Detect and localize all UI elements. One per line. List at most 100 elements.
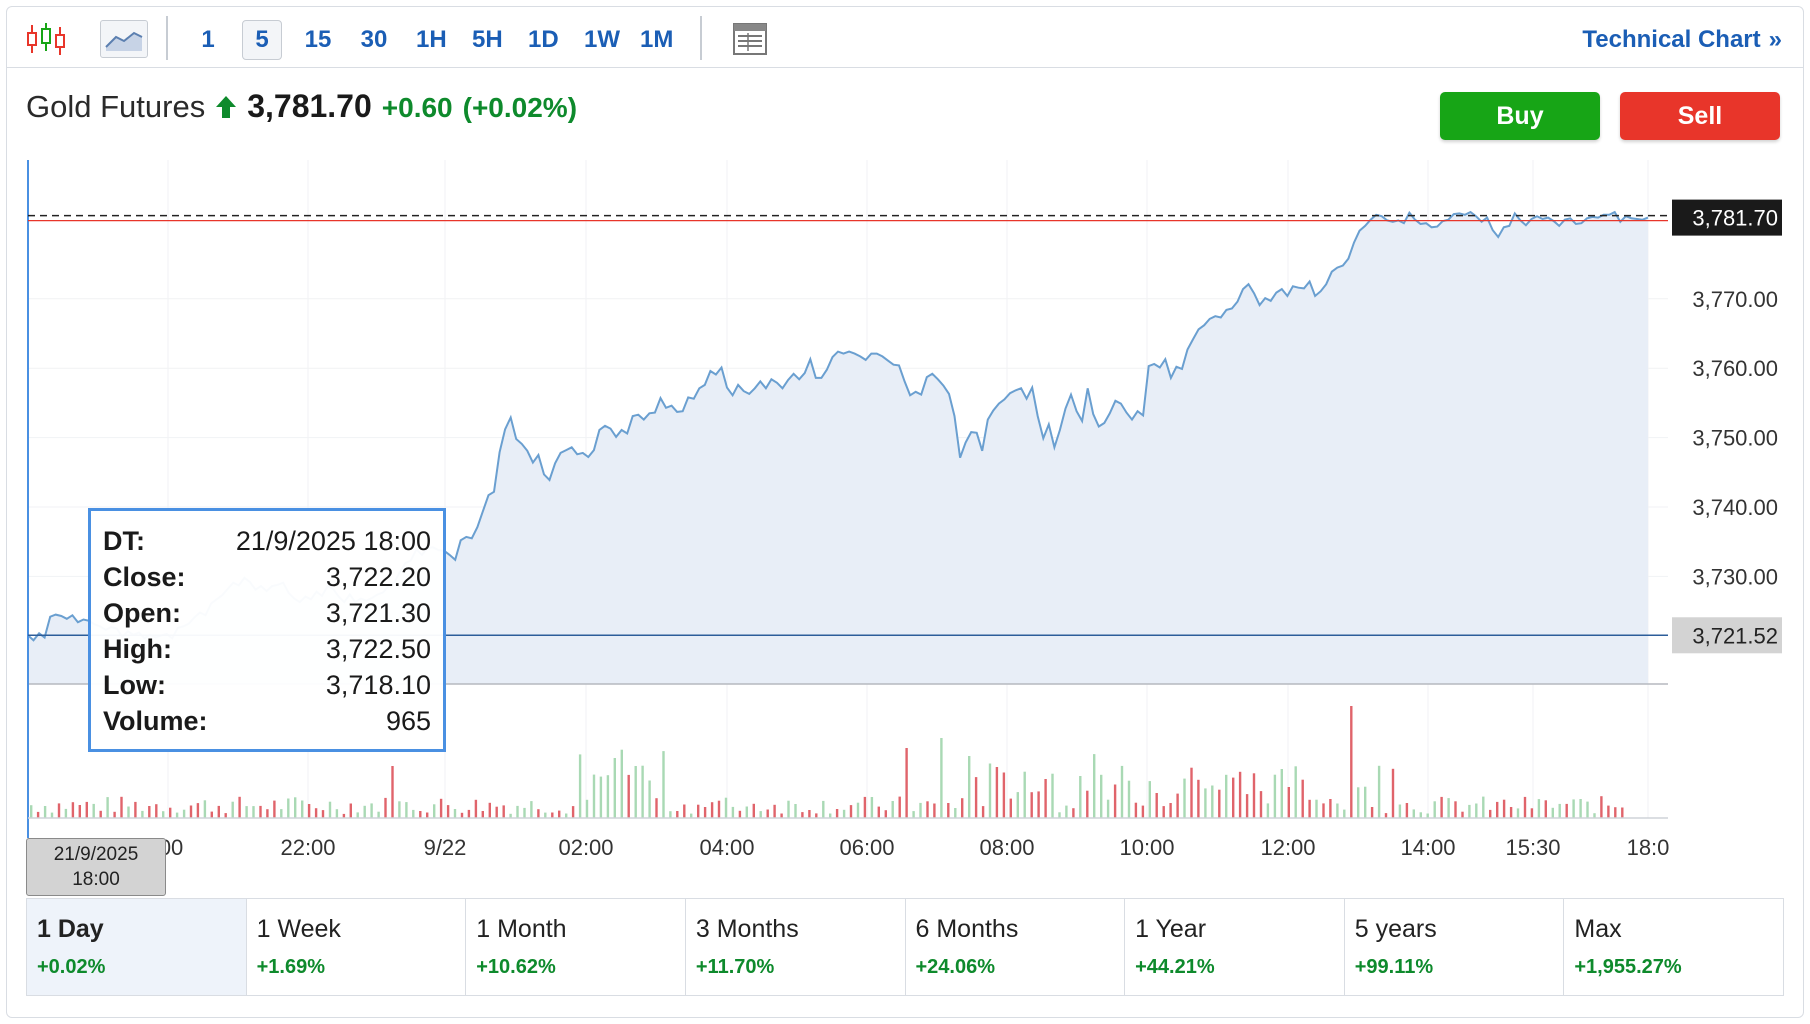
volume-bar	[1252, 773, 1256, 818]
period-1-week[interactable]: 1 Week +1.69%	[247, 899, 467, 995]
instrument-name: Gold Futures	[26, 89, 206, 124]
timeframe-30min[interactable]: 30	[360, 26, 388, 53]
period-label: 1 Month	[476, 915, 567, 943]
volume-bar	[287, 798, 290, 818]
technical-chart-link[interactable]: Technical Chart »	[1582, 26, 1782, 54]
volume-bar	[1294, 766, 1297, 818]
volume-bar	[1482, 796, 1485, 818]
volume-bar	[1621, 807, 1624, 818]
volume-bar	[57, 803, 61, 818]
volume-bar	[926, 801, 929, 818]
volume-bar	[92, 803, 95, 818]
volume-bar	[1398, 804, 1402, 818]
volume-bar	[1301, 779, 1304, 818]
toolbar-divider	[700, 16, 702, 60]
x-tick-label: 14:00	[1400, 835, 1455, 860]
volume-bar	[1391, 768, 1395, 818]
volume-bar	[224, 813, 227, 818]
period-1-month[interactable]: 1 Month +10.62%	[466, 899, 686, 995]
volume-bar	[1225, 774, 1228, 818]
toolbar-divider	[166, 16, 168, 60]
x-tick-label: 9/22	[424, 835, 467, 860]
double-chevron-right-icon: »	[1768, 26, 1782, 53]
period-change: +1.69%	[256, 956, 326, 978]
volume-bar	[1009, 798, 1012, 818]
volume-bar	[1183, 778, 1186, 818]
layout-table-icon[interactable]	[732, 20, 768, 58]
period-5-years[interactable]: 5 years +99.11%	[1345, 899, 1565, 995]
volume-bar	[794, 804, 797, 818]
area-chart-icon[interactable]	[100, 20, 148, 58]
volume-bar	[64, 808, 68, 818]
period-6-months[interactable]: 6 Months +24.06%	[906, 899, 1126, 995]
volume-bar	[947, 803, 950, 818]
period-label: 6 Months	[915, 915, 1019, 943]
volume-bar	[377, 811, 380, 818]
volume-bar	[1023, 771, 1026, 818]
period-change: +11.70%	[695, 956, 775, 978]
volume-bar	[1030, 792, 1033, 818]
volume-bar	[1002, 772, 1006, 818]
period-label: 1 Year	[1135, 915, 1207, 943]
volume-bar	[974, 777, 978, 818]
timeframe-15min[interactable]: 15	[304, 26, 332, 53]
volume-bar	[961, 798, 964, 818]
volume-bar	[99, 810, 102, 818]
volume-bar	[1523, 796, 1527, 818]
period-max[interactable]: Max +1,955.27%	[1564, 899, 1783, 995]
volume-bar	[120, 796, 123, 818]
tooltip-key: Open:	[103, 598, 181, 628]
volume-bar	[113, 811, 116, 818]
volume-bar	[1044, 779, 1047, 818]
timeframe-1w[interactable]: 1W	[584, 26, 620, 53]
volume-bar	[307, 804, 311, 818]
technical-chart-label: Technical Chart	[1582, 26, 1761, 53]
volume-bar	[301, 800, 304, 818]
volume-bar	[1600, 796, 1603, 818]
volume-bar	[266, 809, 269, 818]
volume-bar	[405, 802, 408, 818]
period-3-months[interactable]: 3 Months +11.70%	[686, 899, 906, 995]
volume-bar	[1468, 804, 1471, 818]
volume-bar	[1357, 787, 1360, 818]
tooltip-row: High: 3,722.50	[103, 631, 431, 667]
volume-bar	[599, 776, 603, 818]
volume-bar	[1329, 799, 1332, 818]
timeframe-5h[interactable]: 5H	[472, 26, 503, 53]
volume-bar	[412, 809, 415, 818]
volume-bar	[196, 803, 200, 818]
volume-bar	[1370, 807, 1374, 818]
volume-bar	[127, 806, 130, 818]
period-1-day[interactable]: 1 Day +0.02%	[27, 899, 247, 995]
timeframe-1min[interactable]: 1	[201, 26, 215, 53]
tooltip-key: Volume:	[103, 706, 208, 736]
x-tick-label: 15:30	[1505, 835, 1560, 860]
volume-bar	[766, 809, 769, 818]
volume-bar	[1384, 813, 1388, 818]
volume-bar	[1197, 779, 1200, 818]
volume-bar	[182, 809, 186, 818]
tooltip-row: Open: 3,721.30	[103, 595, 431, 631]
timeframe-1h[interactable]: 1H	[416, 26, 447, 53]
period-1-year[interactable]: 1 Year +44.21%	[1125, 899, 1345, 995]
current-price-tag-label: 3,781.70	[1692, 206, 1778, 231]
sell-button[interactable]: Sell	[1620, 92, 1780, 140]
volume-bar	[1155, 793, 1158, 818]
candlestick-chart-icon[interactable]	[24, 20, 68, 58]
volume-bar	[238, 796, 241, 818]
volume-bar	[898, 796, 901, 818]
volume-bar	[523, 807, 526, 818]
volume-bar	[1530, 808, 1534, 818]
volume-bar	[558, 810, 561, 818]
volume-bar	[1544, 800, 1547, 818]
timeframe-5min[interactable]: 5	[242, 20, 282, 60]
volume-bar	[1509, 807, 1513, 818]
volume-bar	[697, 804, 700, 818]
volume-bar	[1454, 801, 1457, 818]
buy-button[interactable]: Buy	[1440, 92, 1600, 140]
volume-bar	[752, 803, 755, 818]
timeframe-1m[interactable]: 1M	[640, 26, 674, 53]
volume-bar	[1016, 792, 1019, 818]
timeframe-1d[interactable]: 1D	[528, 26, 559, 53]
volume-bar	[36, 811, 40, 818]
